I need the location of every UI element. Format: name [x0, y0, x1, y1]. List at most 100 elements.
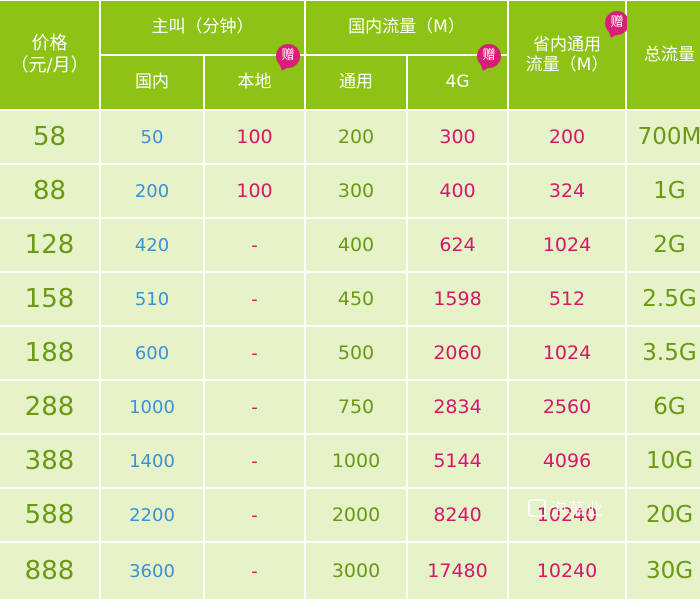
total-data-cell-value: 10G [645, 448, 694, 474]
4g-data-cell-value: 2060 [433, 342, 482, 364]
local-calls-cell: - [205, 381, 304, 433]
local-calls-cell: - [205, 435, 304, 487]
total-data-cell-value: 30G [645, 558, 694, 584]
provincial-data-cell-value: 1024 [542, 342, 592, 364]
header-data-general-label: 通用 [339, 72, 373, 93]
header-provincial-data-label: 省内通用 流量（M） [525, 34, 609, 75]
header-national-data-label: 国内流量（M） [348, 17, 465, 38]
general-data-cell-value: 200 [337, 126, 375, 148]
domestic-calls-cell: 510 [101, 273, 203, 325]
domestic-calls-cell: 600 [101, 327, 203, 379]
header-price-label: 价格 （元/月） [10, 33, 89, 76]
4g-data-cell: 624 [408, 219, 507, 271]
general-data-cell: 450 [306, 273, 406, 325]
price-cell: 888 [0, 543, 99, 599]
4g-data-cell-value: 400 [439, 180, 476, 202]
provincial-data-cell-value: 4096 [542, 450, 592, 472]
domestic-calls-cell: 50 [101, 111, 203, 163]
header-calls-local-label: 本地 [237, 72, 272, 93]
domestic-calls-cell-value: 2200 [129, 504, 175, 526]
provincial-data-cell: 324 [509, 165, 625, 217]
price-cell: 158 [0, 273, 99, 325]
4g-data-cell-value: 1598 [433, 288, 482, 310]
local-calls-cell: - [205, 543, 304, 599]
4g-data-cell-value: 8240 [433, 504, 482, 526]
price-cell: 388 [0, 435, 99, 487]
general-data-cell-value: 2000 [331, 504, 381, 526]
general-data-cell: 400 [306, 219, 406, 271]
general-data-cell: 200 [306, 111, 406, 163]
domestic-calls-cell: 420 [101, 219, 203, 271]
local-calls-cell: - [205, 219, 304, 271]
local-calls-cell-value: - [251, 288, 258, 310]
4g-data-cell-value: 5144 [433, 450, 482, 472]
provincial-data-cell-value: 1024 [542, 234, 592, 256]
local-calls-cell-value: - [251, 450, 258, 472]
general-data-cell-value: 500 [337, 342, 375, 364]
general-data-cell: 2000 [306, 489, 406, 541]
price-cell: 88 [0, 165, 99, 217]
local-calls-cell-value: - [251, 396, 258, 418]
header-data-general: 通用 [306, 56, 406, 109]
domestic-calls-cell-value: 3600 [129, 560, 175, 582]
price-cell-value: 188 [24, 338, 75, 368]
4g-data-cell-value: 2834 [433, 396, 482, 418]
total-data-cell: 1G [627, 165, 700, 217]
4g-data-cell: 2834 [408, 381, 507, 433]
total-data-cell-value: 2G [653, 232, 686, 258]
price-cell-value: 388 [24, 446, 75, 476]
total-data-cell: 700M [627, 111, 700, 163]
4g-data-cell: 2060 [408, 327, 507, 379]
4g-data-cell-value: 624 [439, 234, 476, 256]
header-total-data-label: 总流量 [644, 44, 695, 65]
price-cell: 188 [0, 327, 99, 379]
4g-data-cell: 300 [408, 111, 507, 163]
provincial-data-cell: 200 [509, 111, 625, 163]
4g-data-cell: 8240 [408, 489, 507, 541]
price-cell-value: 158 [24, 284, 75, 314]
price-cell: 288 [0, 381, 99, 433]
header-calls-domestic-label: 国内 [135, 72, 169, 93]
price-cell-value: 128 [24, 230, 75, 260]
general-data-cell: 1000 [306, 435, 406, 487]
local-calls-cell: - [205, 327, 304, 379]
provincial-data-cell: 10240 [509, 489, 625, 541]
provincial-data-cell-value: 200 [548, 126, 586, 148]
general-data-cell-value: 300 [337, 180, 375, 202]
provincial-data-cell-value: 2560 [542, 396, 592, 418]
4g-data-cell: 17480 [408, 543, 507, 599]
4g-data-cell-value: 300 [439, 126, 476, 148]
provincial-data-cell-value: 10240 [536, 560, 598, 582]
gift-badge-icon: 赠 [477, 44, 501, 68]
domestic-calls-cell: 1000 [101, 381, 203, 433]
total-data-cell: 3.5G [627, 327, 700, 379]
header-data-4g: 4G 赠 [408, 44, 507, 109]
price-cell-value: 58 [32, 122, 67, 152]
general-data-cell-value: 1000 [331, 450, 381, 472]
local-calls-cell-value: - [251, 342, 258, 364]
header-total-data: 总流量 [627, 1, 700, 109]
4g-data-cell-value: 17480 [427, 560, 488, 582]
domestic-calls-cell: 2200 [101, 489, 203, 541]
general-data-cell: 500 [306, 327, 406, 379]
general-data-cell: 3000 [306, 543, 406, 599]
provincial-data-cell: 10240 [509, 543, 625, 599]
plan-table: 价格 （元/月） 主叫（分钟） 国内流量（M） 省内通用 流量（M） 赠 总流量… [0, 0, 700, 578]
local-calls-cell-value: - [251, 234, 258, 256]
domestic-calls-cell-value: 1400 [129, 450, 175, 472]
total-data-cell-value: 20G [645, 502, 694, 528]
gift-badge-icon: 赠 [605, 11, 629, 35]
total-data-cell: 2G [627, 219, 700, 271]
local-calls-cell: 100 [205, 111, 304, 163]
total-data-cell-value: 700M [637, 124, 700, 150]
domestic-calls-cell-value: 50 [140, 126, 164, 148]
price-cell-value: 888 [24, 556, 75, 586]
header-data-4g-label: 4G [445, 72, 470, 93]
local-calls-cell-value: 100 [236, 126, 273, 148]
gift-badge-icon: 赠 [276, 44, 300, 68]
local-calls-cell-value: 100 [236, 180, 273, 202]
price-cell-value: 588 [24, 500, 75, 530]
general-data-cell-value: 3000 [331, 560, 381, 582]
header-calls-label: 主叫（分钟） [151, 17, 254, 38]
price-cell: 58 [0, 111, 99, 163]
